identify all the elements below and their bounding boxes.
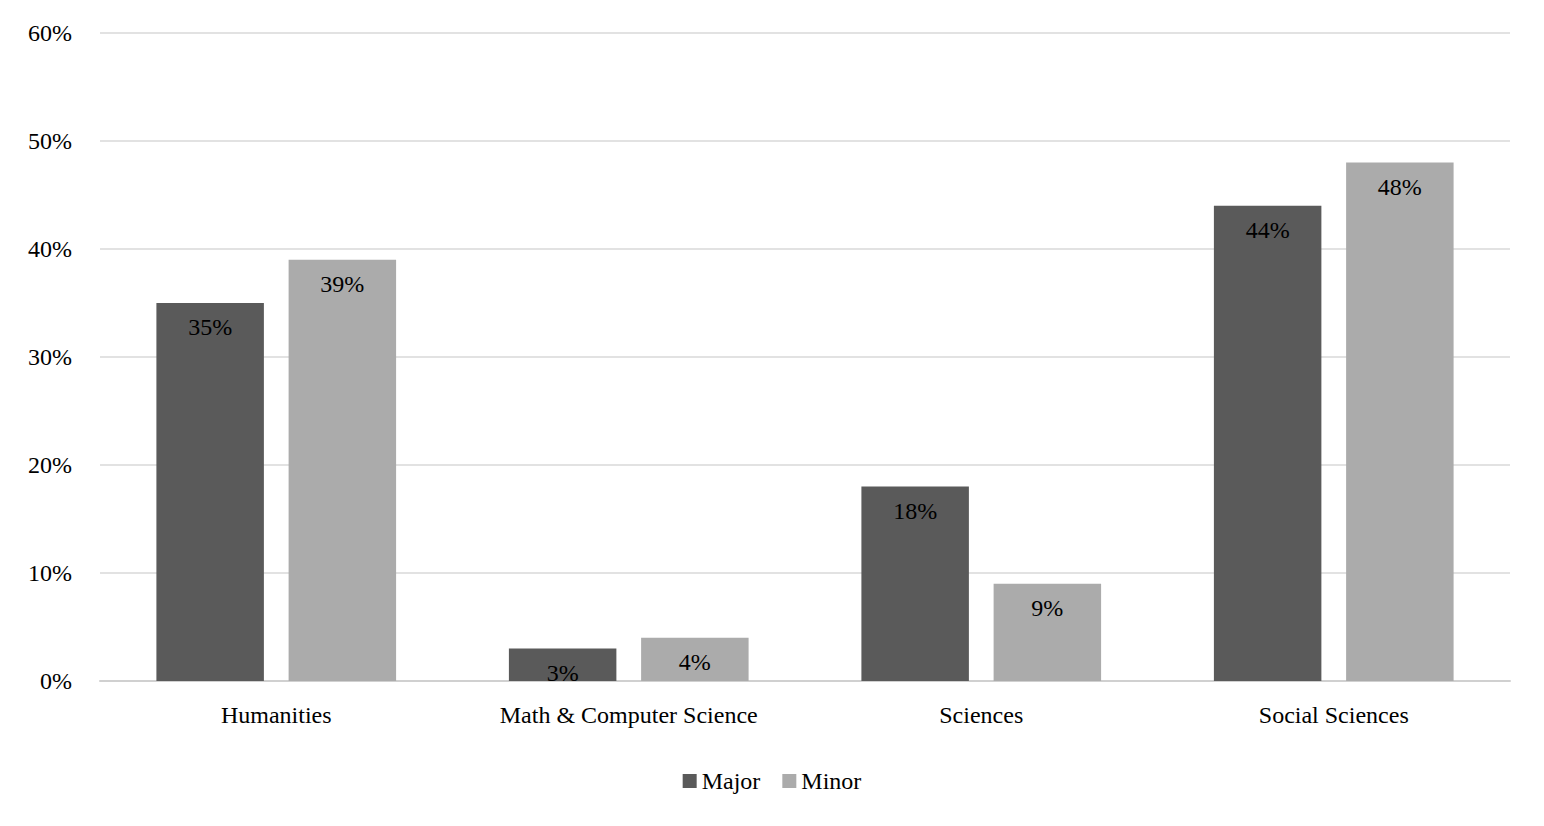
svg-text:18%: 18% bbox=[893, 498, 937, 524]
svg-text:20%: 20% bbox=[28, 452, 72, 478]
svg-text:Social Sciences: Social Sciences bbox=[1259, 702, 1409, 728]
svg-text:9%: 9% bbox=[1031, 595, 1063, 621]
svg-text:Major: Major bbox=[702, 768, 761, 794]
svg-text:3%: 3% bbox=[547, 660, 579, 686]
svg-text:39%: 39% bbox=[320, 271, 364, 297]
svg-text:50%: 50% bbox=[28, 128, 72, 154]
svg-text:30%: 30% bbox=[28, 344, 72, 370]
svg-text:4%: 4% bbox=[679, 649, 711, 675]
svg-text:0%: 0% bbox=[40, 668, 72, 694]
svg-text:Math & Computer Science: Math & Computer Science bbox=[500, 702, 758, 728]
svg-text:Sciences: Sciences bbox=[939, 702, 1023, 728]
svg-text:48%: 48% bbox=[1378, 174, 1422, 200]
svg-text:40%: 40% bbox=[28, 236, 72, 262]
svg-text:44%: 44% bbox=[1246, 217, 1290, 243]
svg-text:Humanities: Humanities bbox=[221, 702, 332, 728]
svg-text:10%: 10% bbox=[28, 560, 72, 586]
svg-text:Minor: Minor bbox=[801, 768, 861, 794]
svg-text:60%: 60% bbox=[28, 20, 72, 46]
svg-text:35%: 35% bbox=[188, 314, 232, 340]
